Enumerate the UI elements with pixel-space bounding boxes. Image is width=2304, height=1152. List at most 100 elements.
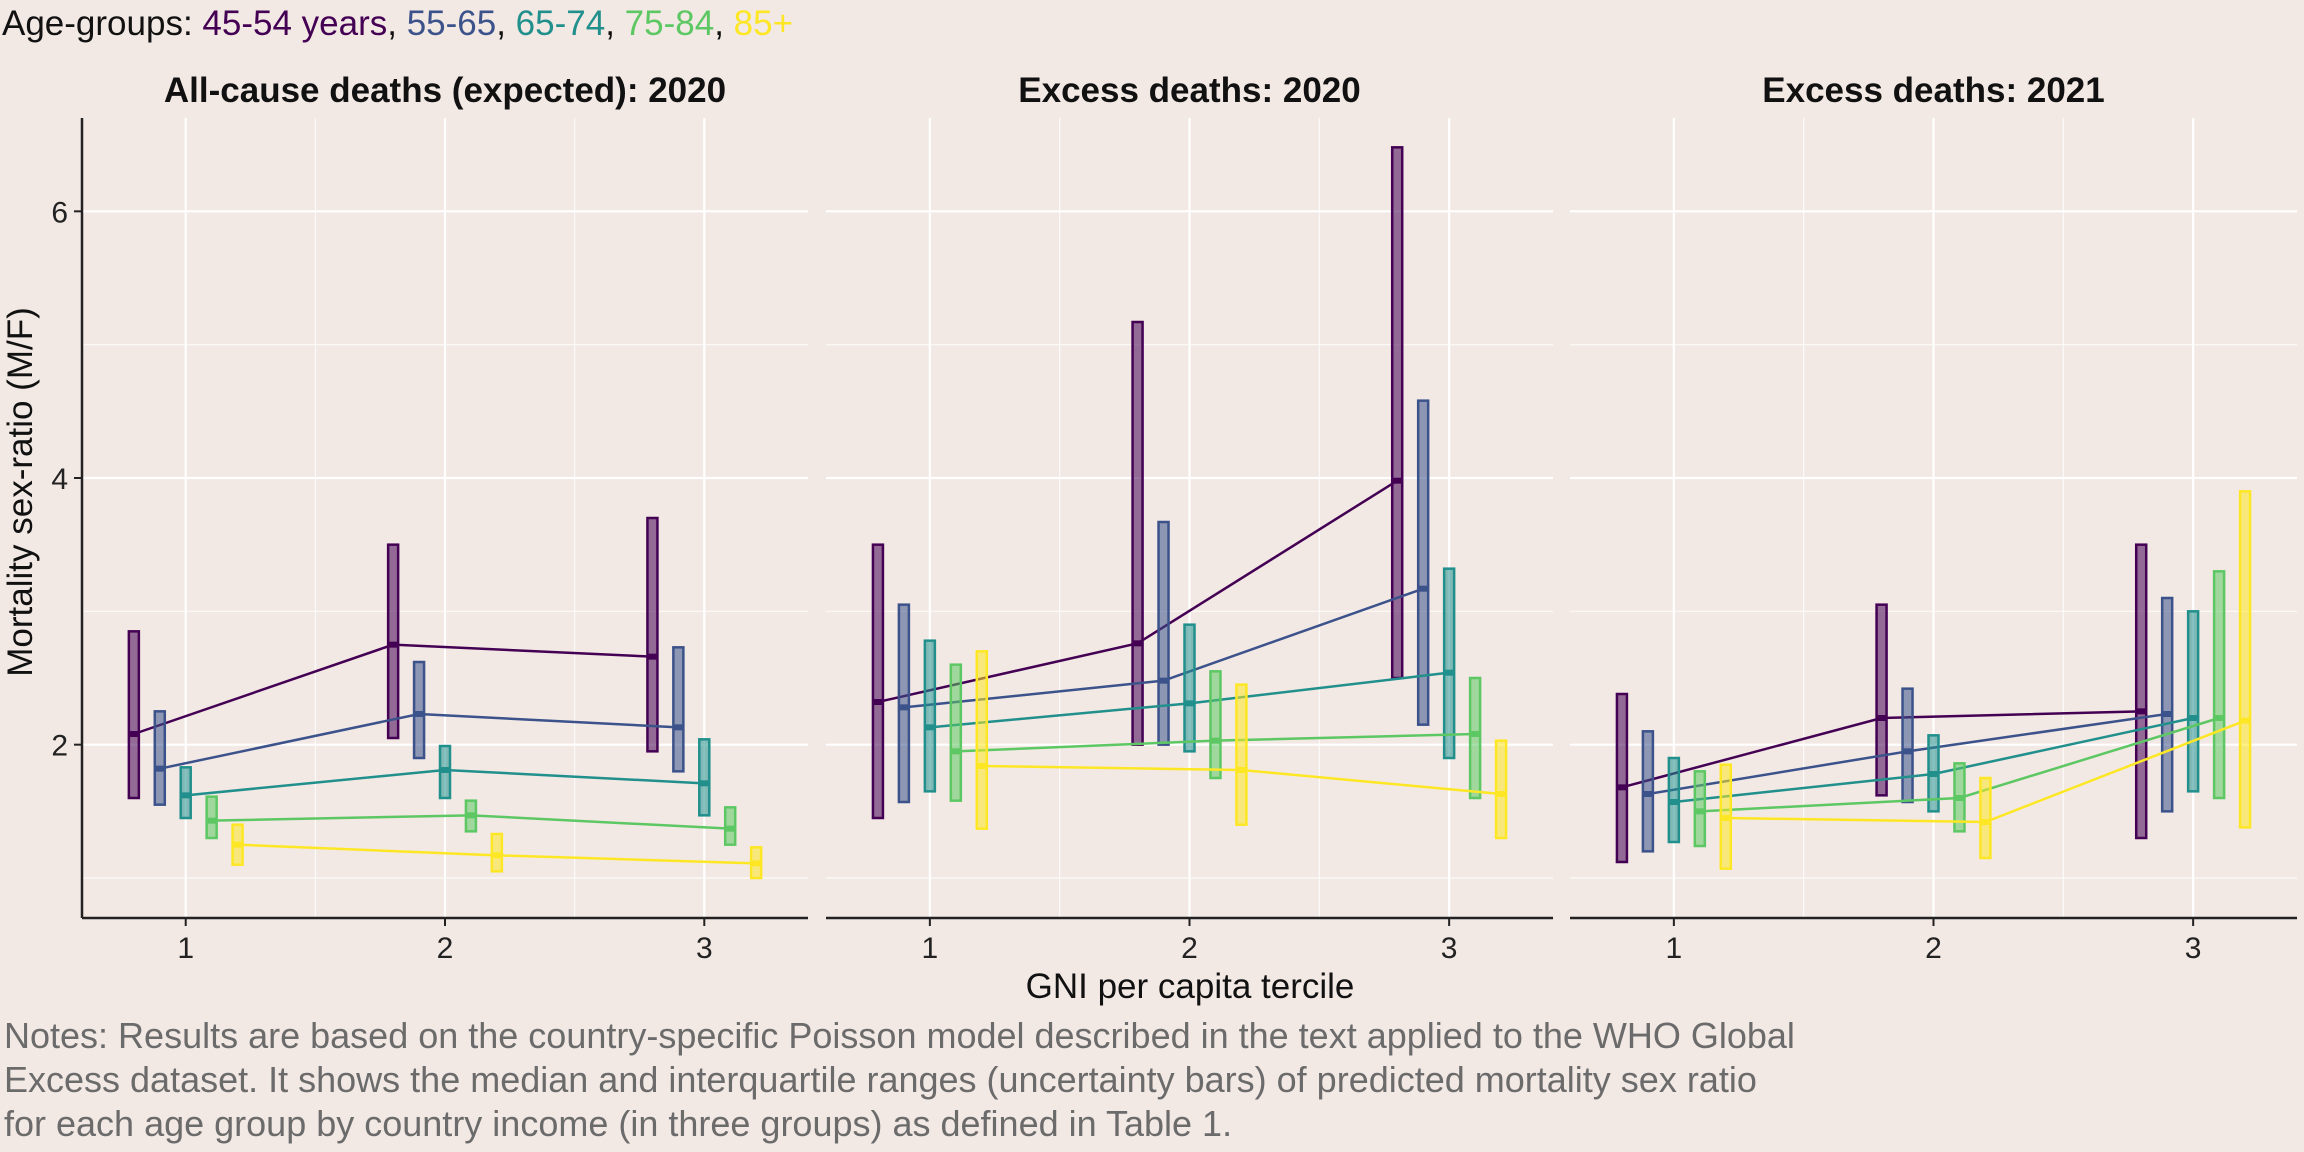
legend-separator: ,: [714, 4, 734, 43]
x-tick-label: 2: [1925, 932, 1942, 965]
notes-line: Excess dataset. It shows the median and …: [4, 1059, 1757, 1100]
uncertainty-bar: [2186, 610, 2200, 793]
legend-label: Age-groups:: [2, 4, 203, 43]
x-tick-label: 3: [2185, 932, 2202, 965]
notes-line: Notes: Results are based on the country-…: [4, 1015, 1795, 1056]
median-point: [1393, 477, 1402, 484]
uncertainty-bar: [1157, 520, 1170, 746]
median-point: [2241, 717, 2250, 724]
uncertainty-bar: [2238, 490, 2252, 829]
uncertainty-bar: [975, 650, 989, 830]
median-point: [752, 860, 761, 867]
x-axis-label: GNI per capita tercile: [1026, 967, 1355, 1006]
uncertainty-bar: [672, 646, 685, 773]
median-point: [1445, 669, 1454, 676]
median-point: [1669, 799, 1678, 805]
median-point: [207, 817, 216, 824]
y-axis-label: Mortality sex-ratio (M/F): [1, 307, 40, 676]
notes: Notes: Results are based on the country-…: [4, 1014, 2284, 1146]
uncertainty-bar: [897, 603, 911, 804]
legend-item-75-84: 75-84: [624, 4, 715, 43]
median-point: [181, 792, 190, 799]
uncertainty-bar: [1442, 567, 1456, 760]
x-tick-label: 2: [1181, 932, 1198, 965]
median-point: [1159, 677, 1168, 684]
median-point: [1643, 791, 1652, 797]
x-tick-label: 1: [177, 932, 194, 965]
y-tick-label: 2: [51, 730, 68, 763]
uncertainty-bar: [698, 738, 711, 817]
legend-item-65-74: 65-74: [515, 4, 606, 43]
uncertainty-bar: [646, 516, 659, 753]
median-point: [1211, 737, 1220, 744]
uncertainty-bar: [386, 543, 400, 740]
chart: Mortality sex-ratio (M/F) GNI per capita…: [1, 71, 2297, 1006]
median-point: [441, 767, 449, 773]
median-point: [492, 852, 501, 859]
uncertainty-bar: [1183, 623, 1196, 753]
uncertainty-bar: [1235, 683, 1248, 826]
median-point: [1903, 748, 1912, 755]
median-point: [873, 699, 882, 705]
median-point: [1133, 640, 1142, 647]
median-point: [1981, 819, 1990, 825]
median-point: [233, 841, 242, 848]
panel-title: Excess deaths: 2021: [1762, 71, 2104, 110]
median-point: [155, 765, 164, 772]
uncertainty-bar: [871, 543, 885, 820]
median-point: [899, 704, 908, 711]
uncertainty-bar: [1209, 670, 1222, 780]
median-point: [2163, 711, 2172, 717]
x-tick-label: 2: [437, 932, 454, 965]
median-point: [977, 763, 986, 769]
panel-2: 1 2 3 Excess deaths: 2020: [826, 71, 1553, 965]
uncertainty-bar: [127, 630, 141, 800]
median-point: [700, 780, 709, 787]
median-point: [2189, 715, 2198, 721]
median-point: [1237, 767, 1246, 773]
x-tick-label: 3: [1441, 932, 1458, 965]
y-tick-label: 6: [51, 196, 68, 229]
median-point: [389, 641, 398, 648]
uncertainty-bar: [1416, 399, 1430, 726]
uncertainty-bar: [923, 639, 937, 793]
median-point: [129, 731, 138, 737]
uncertainty-bar: [412, 660, 426, 760]
panel-title: Excess deaths: 2020: [1018, 71, 1360, 110]
median-point: [1721, 815, 1730, 821]
median-point: [1955, 795, 1964, 801]
uncertainty-bar: [2134, 543, 2148, 840]
legend: Age-groups: 45-54 years, 55-65, 65-74, 7…: [2, 2, 793, 46]
panel-1: 1 2 3 2 4 6 All-cause deaths (expected): 2020: [51, 71, 808, 965]
y-tick-label: 4: [51, 463, 68, 496]
median-point: [1419, 585, 1428, 592]
median-point: [1877, 715, 1886, 721]
legend-separator: ,: [387, 4, 407, 43]
uncertainty-bar: [205, 795, 218, 840]
uncertainty-bar: [2160, 596, 2174, 813]
median-point: [2215, 715, 2224, 721]
panels: 1 2 3 2 4 6 All-cause deaths (expected): 2020 1…: [51, 71, 2297, 965]
uncertainty-bar: [1494, 739, 1508, 840]
median-point: [925, 724, 934, 731]
median-point: [415, 711, 424, 717]
x-tick-label: 1: [1666, 932, 1683, 965]
uncertainty-bar: [1901, 687, 1914, 804]
median-point: [674, 724, 683, 731]
panel-3: 1 2 3 Excess deaths: 2021: [1570, 71, 2297, 965]
uncertainty-bar: [1131, 320, 1144, 746]
median-point: [951, 748, 960, 755]
median-point: [648, 653, 657, 660]
uncertainty-bar: [1468, 676, 1482, 800]
panel-title: All-cause deaths (expected): 2020: [164, 71, 726, 110]
uncertainty-bar: [1979, 776, 1992, 860]
uncertainty-bar: [2212, 570, 2226, 800]
uncertainty-bar: [1615, 692, 1629, 864]
uncertainty-bar: [153, 710, 167, 806]
median-point: [466, 812, 475, 819]
uncertainty-bar: [1875, 603, 1888, 797]
median-point: [1929, 771, 1938, 777]
median-point: [1471, 731, 1480, 737]
legend-separator: ,: [605, 4, 625, 43]
uncertainty-bar: [949, 663, 963, 802]
